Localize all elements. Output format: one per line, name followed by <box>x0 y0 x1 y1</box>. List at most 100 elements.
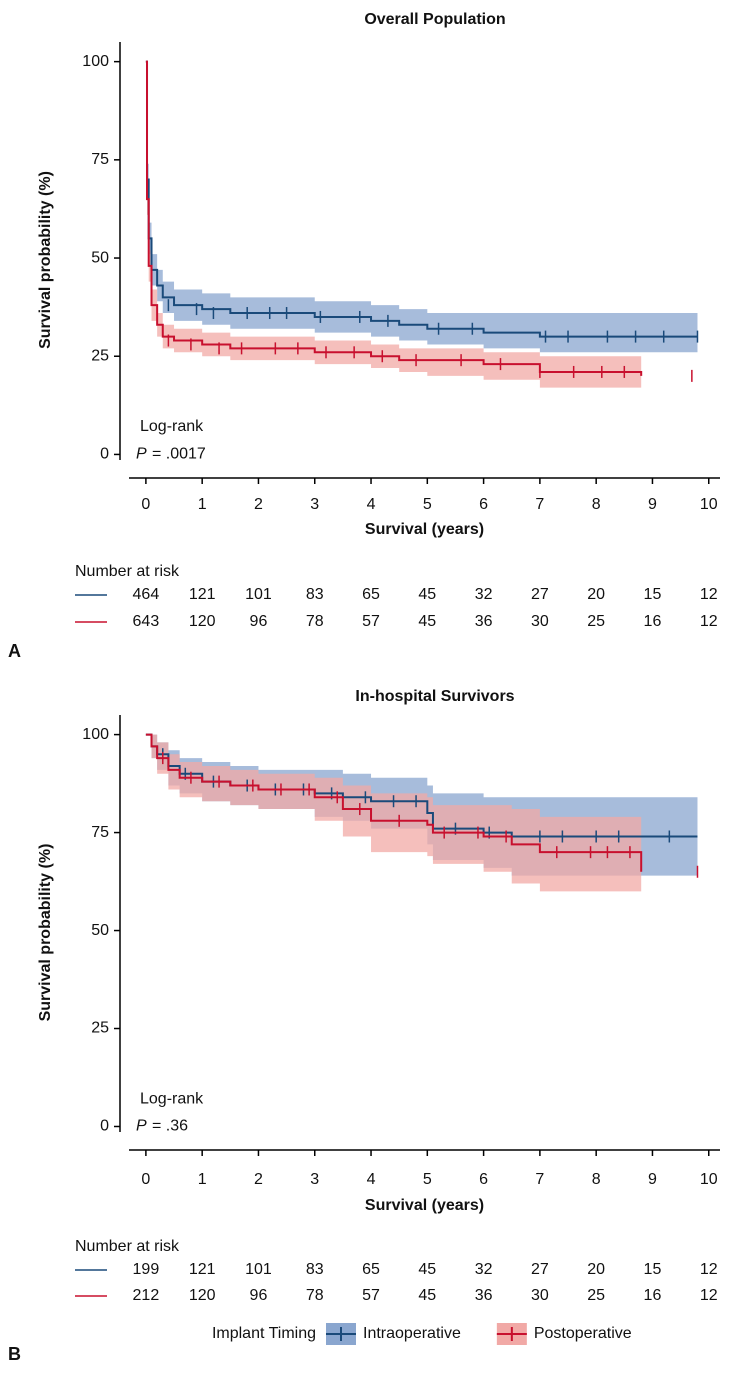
y-tick-label: 75 <box>91 151 109 168</box>
risk-value: 464 <box>133 586 160 603</box>
p-value: = .0017 <box>152 446 206 463</box>
risk-value: 83 <box>306 586 324 603</box>
risk-value: 96 <box>250 613 268 630</box>
risk-value: 20 <box>587 586 605 603</box>
risk-value: 15 <box>644 1261 662 1278</box>
risk-value: 27 <box>531 586 549 603</box>
risk-value: 16 <box>644 613 662 630</box>
x-tick-label: 5 <box>423 496 432 513</box>
risk-value: 83 <box>306 1261 324 1278</box>
chart-title: In-hospital Survivors <box>355 688 514 705</box>
annotation: Log-rank <box>140 1090 204 1107</box>
risk-value: 27 <box>531 1261 549 1278</box>
x-axis-title: Survival (years) <box>365 521 484 538</box>
risk-value: 120 <box>189 613 216 630</box>
y-tick-label: 25 <box>91 347 109 364</box>
y-tick-label: 0 <box>100 446 109 463</box>
legend-label: Intraoperative <box>363 1325 461 1342</box>
risk-value: 65 <box>362 586 380 603</box>
x-tick-label: 9 <box>648 496 657 513</box>
x-tick-label: 2 <box>254 1171 263 1188</box>
survival-curve <box>145 60 643 376</box>
panel-label: B <box>8 1344 21 1364</box>
risk-value: 12 <box>700 613 718 630</box>
x-tick-label: 4 <box>367 1171 376 1188</box>
x-tick-label: 9 <box>648 1171 657 1188</box>
risk-value: 30 <box>531 613 549 630</box>
risk-value: 32 <box>475 1261 493 1278</box>
risk-value: 36 <box>475 613 493 630</box>
risk-value: 57 <box>362 613 380 630</box>
risk-value: 12 <box>700 586 718 603</box>
risk-value: 45 <box>418 1287 436 1304</box>
y-tick-label: 0 <box>100 1118 109 1135</box>
panel-label: A <box>8 641 21 661</box>
legend-label: Postoperative <box>534 1325 632 1342</box>
p-label: P <box>136 1118 147 1135</box>
annotation: Log-rank <box>140 418 204 435</box>
confidence-band <box>145 61 698 353</box>
y-tick-label: 75 <box>91 824 109 841</box>
risk-value: 212 <box>133 1287 160 1304</box>
x-tick-label: 0 <box>141 496 150 513</box>
risk-value: 25 <box>587 613 605 630</box>
risk-value: 12 <box>700 1287 718 1304</box>
x-tick-label: 8 <box>592 1171 601 1188</box>
x-tick-label: 8 <box>592 496 601 513</box>
x-tick-label: 0 <box>141 1171 150 1188</box>
x-axis-title: Survival (years) <box>365 1197 484 1214</box>
x-tick-label: 10 <box>700 1171 718 1188</box>
risk-value: 96 <box>250 1287 268 1304</box>
x-tick-label: 3 <box>310 1171 319 1188</box>
risk-value: 199 <box>133 1261 160 1278</box>
risk-value: 25 <box>587 1287 605 1304</box>
p-value: = .36 <box>152 1118 188 1135</box>
x-tick-label: 1 <box>198 1171 207 1188</box>
risk-title: Number at risk <box>75 563 180 580</box>
x-tick-label: 5 <box>423 1171 432 1188</box>
y-axis-title: Survival probability (%) <box>37 844 54 1022</box>
risk-value: 30 <box>531 1287 549 1304</box>
legend-title: Implant Timing <box>212 1325 316 1342</box>
x-tick-label: 7 <box>535 496 544 513</box>
y-tick-label: 50 <box>91 922 109 939</box>
risk-value: 45 <box>418 586 436 603</box>
x-tick-label: 3 <box>310 496 319 513</box>
risk-value: 78 <box>306 1287 324 1304</box>
risk-value: 120 <box>189 1287 216 1304</box>
y-tick-label: 100 <box>82 53 109 70</box>
survival-curve <box>145 60 698 338</box>
y-axis-title: Survival probability (%) <box>37 171 54 349</box>
x-tick-label: 6 <box>479 496 488 513</box>
x-tick-label: 4 <box>367 496 376 513</box>
risk-value: 65 <box>362 1261 380 1278</box>
risk-value: 36 <box>475 1287 493 1304</box>
risk-value: 101 <box>245 1261 272 1278</box>
y-tick-label: 25 <box>91 1020 109 1037</box>
y-tick-label: 100 <box>82 726 109 743</box>
risk-value: 101 <box>245 586 272 603</box>
x-tick-label: 2 <box>254 496 263 513</box>
x-tick-label: 6 <box>479 1171 488 1188</box>
chart-title: Overall Population <box>364 11 505 28</box>
risk-value: 15 <box>644 586 662 603</box>
risk-value: 643 <box>133 613 160 630</box>
risk-value: 121 <box>189 586 216 603</box>
risk-value: 57 <box>362 1287 380 1304</box>
survival-curve <box>145 733 643 872</box>
x-tick-label: 1 <box>198 496 207 513</box>
risk-title: Number at risk <box>75 1238 180 1255</box>
confidence-band <box>145 734 642 915</box>
risk-value: 45 <box>418 1261 436 1278</box>
risk-value: 121 <box>189 1261 216 1278</box>
risk-value: 78 <box>306 613 324 630</box>
y-tick-label: 50 <box>91 249 109 266</box>
risk-value: 12 <box>700 1261 718 1278</box>
x-tick-label: 10 <box>700 496 718 513</box>
risk-value: 45 <box>418 613 436 630</box>
p-label: P <box>136 446 147 463</box>
risk-value: 32 <box>475 586 493 603</box>
risk-value: 16 <box>644 1287 662 1304</box>
x-tick-label: 7 <box>535 1171 544 1188</box>
